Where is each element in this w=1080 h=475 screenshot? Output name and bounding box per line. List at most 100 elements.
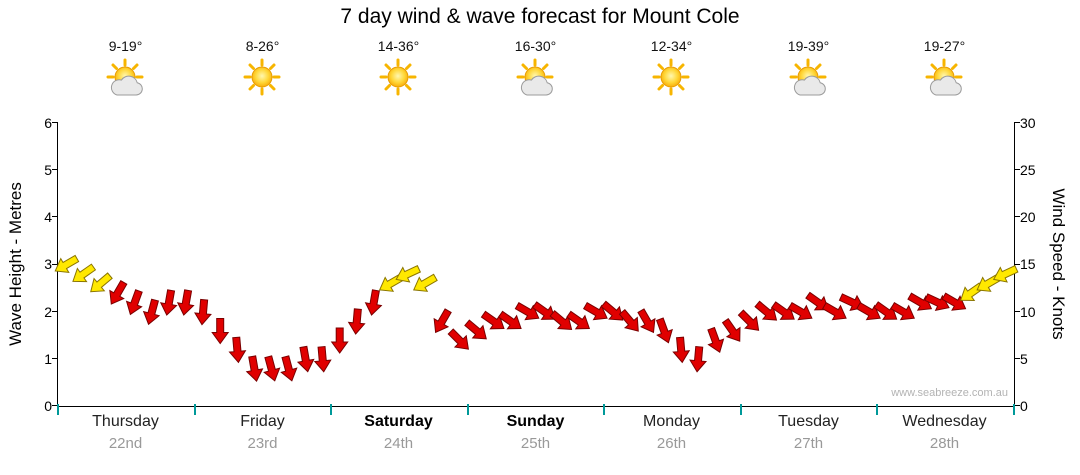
axis-tick <box>1014 358 1020 359</box>
wind-arrow <box>280 355 298 382</box>
wind-arrow <box>72 263 97 283</box>
wind-arrow <box>313 345 332 373</box>
wind-arrow <box>600 300 624 321</box>
axis-tick <box>57 404 59 415</box>
axis-tick <box>52 405 58 406</box>
temperature-range: 8-26° <box>245 38 280 54</box>
left-axis-tick-label: 6 <box>44 115 52 131</box>
axis-tick <box>603 404 605 415</box>
sun-cloud-icon <box>876 58 1013 104</box>
day-header: 19-27° <box>876 38 1013 104</box>
day-footer: Tuesday 27th <box>740 413 877 452</box>
axis-tick <box>467 404 469 415</box>
wind-arrow <box>296 345 315 373</box>
day-date: 25th <box>520 435 551 452</box>
right-axis-tick-label: 10 <box>1020 304 1036 320</box>
wind-arrow <box>497 310 522 330</box>
wind-arrow <box>770 301 795 320</box>
day-name: Monday <box>643 413 700 430</box>
wind-arrow <box>90 272 113 293</box>
wind-arrow <box>805 291 830 311</box>
day-date: 26th <box>656 435 687 452</box>
temperature-range: 12-34° <box>650 38 693 54</box>
day-header: 8-26° <box>194 38 331 104</box>
wind-arrow <box>890 301 915 321</box>
axis-tick <box>1013 404 1015 415</box>
temperature-range: 14-36° <box>377 38 420 54</box>
day-header: 16-30° <box>467 38 604 104</box>
axis-tick <box>52 122 58 123</box>
day-footer: Sunday 25th <box>467 413 604 452</box>
axis-tick <box>52 264 58 265</box>
wind-arrow <box>907 292 933 311</box>
left-axis-tick-label: 3 <box>44 256 52 272</box>
sun-icon <box>194 58 331 104</box>
wind-arrow <box>787 301 813 321</box>
axis-tick <box>1014 216 1020 217</box>
plot-area <box>52 122 1020 415</box>
wind-arrow <box>395 264 422 283</box>
day-header: 14-36° <box>330 38 467 104</box>
day-header: 12-34° <box>603 38 740 104</box>
right-axis-tick-label: 5 <box>1020 351 1028 367</box>
day-name: Tuesday <box>778 413 839 430</box>
day-name: Sunday <box>506 413 565 430</box>
day-date: 28th <box>929 435 960 452</box>
sun-cloud-icon <box>57 58 194 104</box>
right-axis-tick-label: 15 <box>1020 256 1036 272</box>
day-date: 27th <box>793 435 824 452</box>
day-name: Saturday <box>364 413 433 430</box>
day-name: Friday <box>240 413 285 430</box>
right-axis-tick-label: 20 <box>1020 209 1036 225</box>
wind-arrow <box>447 328 469 350</box>
wind-arrow <box>618 308 639 332</box>
wind-arrow <box>549 310 573 331</box>
axis-tick <box>1014 405 1020 406</box>
right-axis-title: Wind Speed - Knots <box>1049 188 1068 340</box>
axis-tick <box>52 216 58 217</box>
wind-arrow-series <box>54 254 1019 382</box>
axis-tick <box>740 404 742 415</box>
wind-arrow <box>125 289 143 316</box>
wind-arrow <box>159 289 178 316</box>
wind-arrow <box>873 301 898 320</box>
left-axis-tick-label: 0 <box>44 398 52 414</box>
axis-tick <box>330 404 332 415</box>
wind-arrow <box>672 336 691 364</box>
day-date: 23rd <box>247 435 278 452</box>
left-axis-tick-label: 5 <box>44 162 52 178</box>
wind-arrow <box>821 301 847 321</box>
wind-arrow <box>566 310 591 330</box>
axis-tick <box>52 169 58 170</box>
wind-arrow <box>941 292 967 311</box>
sun-cloud-icon <box>740 58 877 104</box>
right-axis-tick-label: 25 <box>1020 162 1036 178</box>
wind-arrow <box>433 308 452 334</box>
right-axis-tick-label: 30 <box>1020 115 1036 131</box>
wind-arrow <box>637 308 656 334</box>
sun-icon <box>330 58 467 104</box>
day-footer: Saturday 24th <box>330 413 467 452</box>
wind-arrow <box>655 317 673 344</box>
day-footer: Monday 26th <box>603 413 740 452</box>
wind-arrow <box>142 298 161 326</box>
wind-arrow <box>228 336 247 364</box>
chart-title: 7 day wind & wave forecast for Mount Col… <box>340 5 740 28</box>
left-axis-tick-label: 4 <box>44 209 52 225</box>
axis-tick <box>1014 169 1020 170</box>
wind-arrow <box>689 345 708 373</box>
wind-arrow <box>480 310 505 330</box>
wind-arrow <box>263 355 281 382</box>
wind-arrow <box>364 289 383 316</box>
wind-arrow <box>992 264 1019 283</box>
day-name: Wednesday <box>902 413 987 430</box>
wind-arrow <box>707 326 725 354</box>
day-date: 22nd <box>108 435 143 452</box>
wind-arrow <box>245 355 264 382</box>
wind-arrow <box>109 279 128 305</box>
wind-arrow <box>347 308 366 335</box>
axis-tick <box>1014 264 1020 265</box>
wind-arrow <box>194 298 212 326</box>
wind-arrow <box>54 254 80 274</box>
